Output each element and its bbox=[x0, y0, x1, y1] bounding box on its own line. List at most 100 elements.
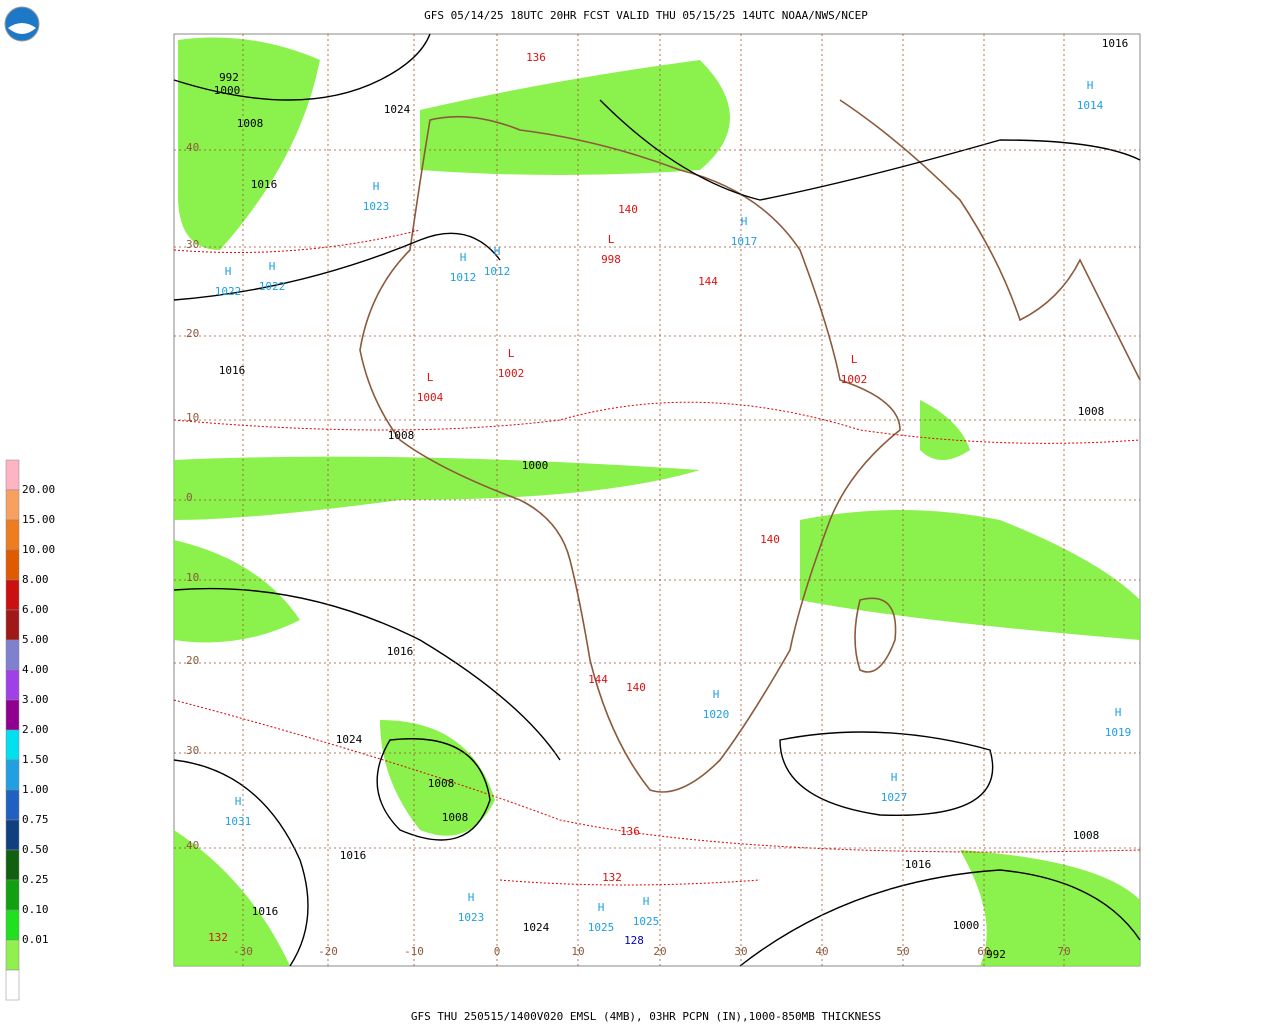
thickness-label: 140 bbox=[626, 681, 646, 694]
legend-label: 0.75 bbox=[22, 813, 49, 826]
isobar-label: 1000 bbox=[522, 459, 549, 472]
center-symbol: H bbox=[460, 251, 467, 264]
legend-swatch bbox=[5, 849, 20, 881]
isobar-label: 1024 bbox=[336, 733, 363, 746]
legend-label: 1.50 bbox=[22, 753, 49, 766]
legend-swatch bbox=[5, 459, 20, 491]
center-symbol: H bbox=[643, 895, 650, 908]
center-value: 1022 bbox=[259, 280, 286, 293]
lon-label: 60 bbox=[977, 945, 990, 958]
lat-label: 0 bbox=[186, 491, 193, 504]
legend-swatch bbox=[5, 819, 20, 851]
thickness-label: 136 bbox=[526, 51, 546, 64]
legend-label: 1.00 bbox=[22, 783, 49, 796]
legend-label: 2.00 bbox=[22, 723, 49, 736]
center-symbol: H bbox=[373, 180, 380, 193]
isobar-label: 1008 bbox=[428, 777, 455, 790]
lon-label: 30 bbox=[734, 945, 747, 958]
isobar-label: 1000 bbox=[214, 84, 241, 97]
center-value: 1017 bbox=[731, 235, 758, 248]
isobar-label: 1008 bbox=[1073, 829, 1100, 842]
center-symbol: H bbox=[741, 215, 748, 228]
isobar-label: 1016 bbox=[905, 858, 932, 871]
lat-label: 10 bbox=[186, 411, 199, 424]
lon-label: 0 bbox=[494, 945, 501, 958]
lon-label: 10 bbox=[571, 945, 584, 958]
lat-label: 30 bbox=[186, 744, 199, 757]
center-value: 1022 bbox=[215, 285, 242, 298]
legend-label: 4.00 bbox=[22, 663, 49, 676]
center-symbol: H bbox=[269, 260, 276, 273]
center-symbol: H bbox=[891, 771, 898, 784]
center-symbol: L bbox=[508, 347, 515, 360]
legend: 20.00 15.00 10.00 8.00 6.00 5.00 4.00 3.00 2.00 1… bbox=[5, 459, 55, 1001]
legend-label: 0.10 bbox=[22, 903, 49, 916]
center-value: 1004 bbox=[417, 391, 444, 404]
thickness-label: 144 bbox=[588, 673, 608, 686]
center-value: 1014 bbox=[1077, 99, 1104, 112]
legend-label: 8.00 bbox=[22, 573, 49, 586]
legend-label: 6.00 bbox=[22, 603, 49, 616]
isobar-label: 1008 bbox=[442, 811, 469, 824]
lat-label: 20 bbox=[186, 654, 199, 667]
center-value: 1031 bbox=[225, 815, 252, 828]
legend-swatch bbox=[5, 939, 20, 971]
lat-label: 40 bbox=[186, 141, 199, 154]
legend-swatch bbox=[5, 489, 20, 521]
legend-label: 10.00 bbox=[22, 543, 55, 556]
center-symbol: H bbox=[1115, 706, 1122, 719]
center-value: 1012 bbox=[484, 265, 511, 278]
legend-swatch bbox=[5, 729, 20, 761]
lon-label: 40 bbox=[815, 945, 828, 958]
center-symbol: L bbox=[851, 353, 858, 366]
isobar-label: 1024 bbox=[523, 921, 550, 934]
legend-swatch bbox=[5, 549, 20, 581]
center-symbol: H bbox=[598, 901, 605, 914]
center-value: 1023 bbox=[363, 200, 390, 213]
lat-label: 30 bbox=[186, 238, 199, 251]
thickness-label: 140 bbox=[618, 203, 638, 216]
thickness-label: 136 bbox=[620, 825, 640, 838]
lon-label: 70 bbox=[1057, 945, 1070, 958]
map-title: GFS 05/14/25 18UTC 20HR FCST VALID THU 0… bbox=[424, 9, 868, 22]
center-value: 998 bbox=[601, 253, 621, 266]
center-symbol: H bbox=[235, 795, 242, 808]
thickness-label: 140 bbox=[760, 533, 780, 546]
center-symbol: H bbox=[494, 245, 501, 258]
isobar-label: 1016 bbox=[387, 645, 414, 658]
noaa-logo bbox=[4, 6, 40, 42]
thickness-label: 128 bbox=[624, 934, 644, 947]
lon-label: 20 bbox=[653, 945, 666, 958]
isobar-label: 1016 bbox=[1102, 37, 1129, 50]
center-value: 1019 bbox=[1105, 726, 1132, 739]
lon-label: -30 bbox=[233, 945, 253, 958]
map-caption: GFS THU 250515/1400V020 EMSL (4MB), 03HR… bbox=[411, 1010, 881, 1023]
legend-swatch bbox=[5, 609, 20, 641]
lon-label: -10 bbox=[404, 945, 424, 958]
lon-label: 50 bbox=[896, 945, 909, 958]
center-symbol: L bbox=[427, 371, 434, 384]
center-value: 1025 bbox=[633, 915, 660, 928]
thickness-label: 132 bbox=[602, 871, 622, 884]
lat-label: 20 bbox=[186, 327, 199, 340]
center-value: 1002 bbox=[841, 373, 868, 386]
isobar-label: 992 bbox=[219, 71, 239, 84]
center-symbol: H bbox=[468, 891, 475, 904]
isobar-label: 1000 bbox=[953, 919, 980, 932]
legend-label: 3.00 bbox=[22, 693, 49, 706]
center-value: 1025 bbox=[588, 921, 615, 934]
legend-label: 0.50 bbox=[22, 843, 49, 856]
thickness-label: 144 bbox=[698, 275, 718, 288]
center-value: 1002 bbox=[498, 367, 525, 380]
legend-label: 0.01 bbox=[22, 933, 49, 946]
legend-label: 20.00 bbox=[22, 483, 55, 496]
isobar-label: 1024 bbox=[384, 103, 411, 116]
legend-swatch bbox=[5, 639, 20, 671]
lat-label: 40 bbox=[186, 839, 199, 852]
legend-swatch bbox=[5, 519, 20, 551]
center-symbol: L bbox=[608, 233, 615, 246]
legend-swatch bbox=[5, 909, 20, 941]
legend-swatch bbox=[5, 789, 20, 821]
lat-label: 10 bbox=[186, 571, 199, 584]
